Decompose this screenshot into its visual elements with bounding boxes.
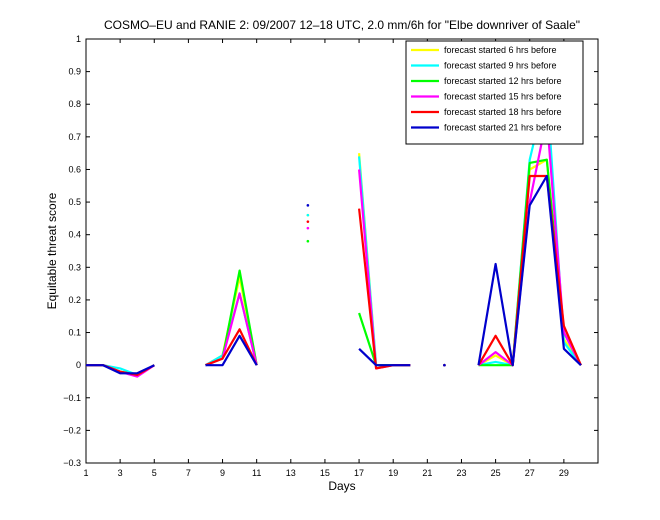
legend: forecast started 6 hrs before forecast st… [405,40,584,145]
x-tick-label: 25 [491,468,501,478]
x-tick-label: 23 [456,468,466,478]
series-segment [358,348,411,367]
series-segment [86,364,155,375]
series-line [86,174,582,375]
y-tick-label: 0.9 [68,67,81,77]
legend-entry: forecast started 15 hrs before [444,92,562,102]
data-point [306,213,310,217]
x-tick-label: 15 [320,468,330,478]
series-segment [205,334,258,367]
chart-title: COSMO–EU and RANIE 2: 09/2007 12–18 UTC,… [104,18,580,32]
data-point [443,363,446,367]
axis-ticks: 1 3 5 7 9 11 13 15 17 19 21 23 25 27 29−0.3−0.2−0.100.… [63,34,598,478]
legend-entry: forecast started 21 hrs before [444,123,562,133]
x-tick-label: 17 [354,468,364,478]
data-point [306,220,310,223]
series-segment [477,174,582,367]
x-tick-label: 5 [152,468,157,478]
y-tick-label: 0 [76,360,81,370]
legend-entry: forecast started 9 hrs before [444,61,557,71]
series-segment [477,174,582,367]
legend-entry: forecast started 18 hrs before [444,107,562,117]
y-tick-label: 0.5 [68,197,81,207]
x-tick-label: 1 [83,468,88,478]
data-point [306,204,310,207]
y-tick-label: 1 [76,34,81,44]
data-point [306,239,310,243]
x-tick-label: 29 [559,468,569,478]
y-tick-label: −0.2 [63,425,81,435]
legend-entry: forecast started 6 hrs before [444,45,557,55]
y-tick-label: 0.2 [68,295,81,305]
y-tick-label: 0.8 [68,99,81,109]
x-tick-label: 11 [252,468,261,478]
x-tick-label: 3 [118,468,123,478]
x-tick-label: 27 [525,468,535,478]
y-axis-label: Equitable threat score [45,192,59,309]
x-tick-label: 13 [286,468,296,478]
series-segment [477,116,582,367]
y-tick-label: 0.4 [68,230,81,240]
x-tick-label: 21 [422,468,432,478]
y-tick-label: −0.1 [63,393,81,403]
x-axis-label: Days [328,479,355,493]
legend-entry: forecast started 12 hrs before [444,76,562,86]
series-lines [86,86,582,378]
y-tick-label: 0.6 [68,164,81,174]
y-tick-label: 0.7 [68,132,81,142]
y-tick-label: 0.3 [68,262,81,272]
data-point [306,226,310,230]
series-segment [205,328,258,367]
y-tick-label: −0.3 [63,458,81,468]
y-tick-label: 0.1 [68,328,81,338]
x-tick-label: 19 [388,468,398,478]
x-tick-label: 9 [220,468,225,478]
x-tick-label: 7 [186,468,191,478]
